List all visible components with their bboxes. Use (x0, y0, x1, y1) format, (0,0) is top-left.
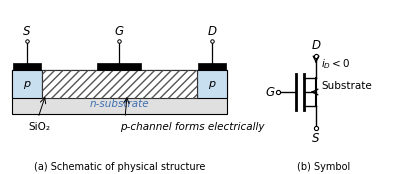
Text: D: D (311, 39, 320, 52)
Text: G: G (115, 25, 124, 38)
Bar (197, 63, 225, 70)
Bar (197, 70, 226, 98)
Text: (a) Schematic of physical structure: (a) Schematic of physical structure (34, 162, 205, 172)
Text: G: G (265, 85, 274, 98)
Text: n-substrate: n-substrate (90, 99, 149, 109)
Bar (42, 70, 197, 98)
Text: Substrate: Substrate (320, 81, 371, 91)
Text: p: p (208, 79, 215, 89)
Bar (42, 70, 197, 98)
Bar (12, 70, 42, 98)
Text: p-channel forms electrically: p-channel forms electrically (120, 122, 264, 132)
Text: $i_D < 0$: $i_D < 0$ (320, 57, 349, 71)
Bar (12, 70, 226, 114)
Text: SiO₂: SiO₂ (28, 122, 50, 132)
Bar (13, 63, 41, 70)
Text: D: D (207, 25, 216, 38)
Text: p: p (24, 79, 31, 89)
Text: (b) Symbol: (b) Symbol (297, 162, 350, 172)
Text: S: S (311, 132, 319, 145)
Bar (97, 63, 141, 70)
Text: S: S (23, 25, 31, 38)
